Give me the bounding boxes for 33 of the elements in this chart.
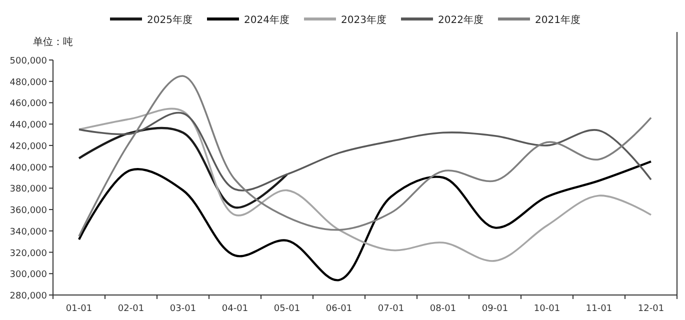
y-tick-label: 460,000 — [10, 99, 48, 110]
y-tick-label: 500,000 — [10, 56, 48, 66]
x-tick-label: 03-01 — [170, 304, 196, 314]
x-tick-label: 08-01 — [430, 304, 456, 314]
x-tick-label: 02-01 — [118, 304, 144, 314]
y-tick-label: 360,000 — [10, 206, 48, 216]
y-tick-label: 420,000 — [10, 142, 48, 152]
legend-label: 2021年度 — [535, 14, 580, 26]
x-tick-label: 06-01 — [326, 304, 352, 314]
x-tick-label: 07-01 — [378, 304, 404, 314]
line-series — [78, 160, 652, 282]
x-tick-label: 05-01 — [274, 304, 300, 314]
y-tick-label: 320,000 — [10, 248, 48, 259]
line-series — [78, 75, 652, 238]
x-tick-label: 12-01 — [638, 304, 664, 314]
y-tick-label: 400,000 — [10, 163, 48, 174]
legend-label: 2022年度 — [438, 14, 484, 26]
legend-label: 2024年度 — [244, 14, 290, 26]
x-tick-label: 01-01 — [66, 304, 92, 314]
y-tick-label: 280,000 — [10, 292, 48, 302]
text: 单位：吨 — [33, 36, 73, 48]
y-tick-label: 480,000 — [10, 78, 48, 88]
y-tick-label: 440,000 — [10, 120, 48, 131]
y-tick-label: 340,000 — [10, 227, 48, 238]
x-tick-label: 11-01 — [586, 304, 612, 314]
x-tick-label: 04-01 — [222, 304, 248, 314]
legend-label: 2025年度 — [147, 14, 192, 26]
y-tick-label: 380,000 — [10, 184, 48, 195]
legend-label: 2023年度 — [341, 14, 386, 26]
x-tick-label: 09-01 — [482, 304, 508, 314]
line-series — [78, 112, 652, 192]
x-tick-label: 10-01 — [534, 304, 560, 314]
y-tick-label: 300,000 — [10, 270, 48, 280]
